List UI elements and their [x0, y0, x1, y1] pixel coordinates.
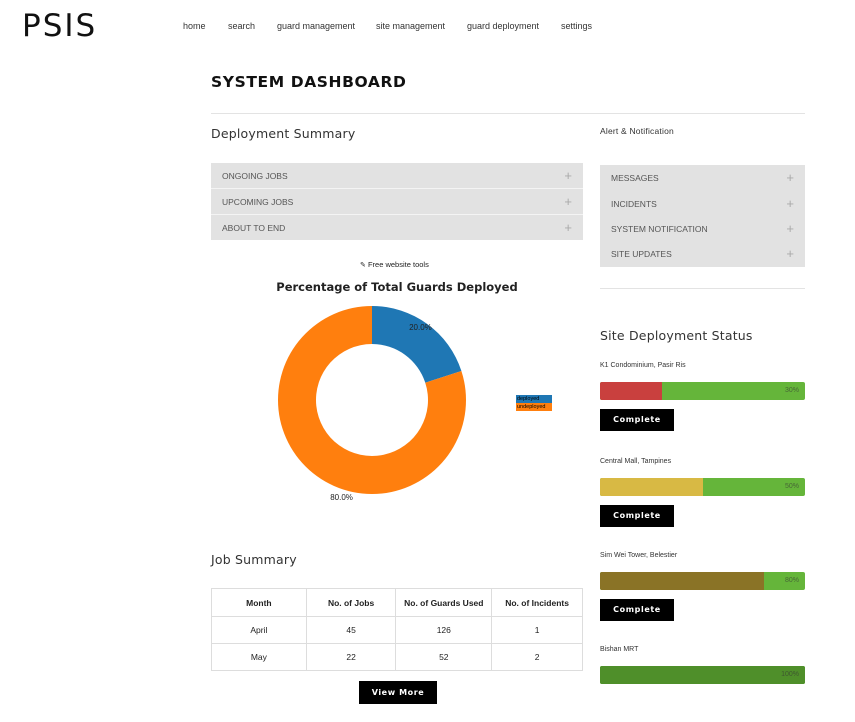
- table-cell: April: [211, 616, 307, 644]
- plus-icon: +: [786, 246, 794, 261]
- donut-slice-deployed: [372, 306, 462, 383]
- complete-button[interactable]: Complete: [600, 599, 674, 621]
- site-name: Sim Wei Tower, Belestier: [600, 552, 678, 559]
- progress-label: 50%: [784, 483, 799, 490]
- slice-value-label: 20.0%: [409, 323, 432, 332]
- site-progress-bar: 30%: [600, 382, 805, 400]
- progress-label: 100%: [781, 671, 799, 678]
- progress-label: 30%: [784, 387, 799, 394]
- nav-settings[interactable]: settings: [561, 21, 593, 31]
- table-cell: 126: [395, 616, 493, 644]
- accordion-label: ABOUT TO END: [222, 223, 286, 233]
- table-row: May 22 52 2: [211, 643, 583, 671]
- progress-fill: [600, 382, 662, 400]
- table-cell: 22: [305, 643, 397, 671]
- site-name: Bishan MRT: [600, 646, 639, 653]
- progress-fill: [600, 666, 805, 684]
- plus-icon: +: [786, 170, 794, 185]
- donut-slice-undeployed: [277, 306, 466, 494]
- table-cell: 52: [395, 643, 493, 671]
- alerts-accordion: MESSAGES + INCIDENTS + SYSTEM NOTIFICATI…: [600, 165, 805, 267]
- page-title: SYSTEM DASHBOARD: [211, 73, 407, 91]
- accordion-label: SYSTEM NOTIFICATION: [611, 224, 708, 234]
- view-more-button[interactable]: View More: [359, 681, 437, 704]
- site-name: Central Mall, Tampines: [600, 458, 672, 465]
- tools-icon: ✎: [360, 262, 366, 269]
- table-row: April 45 126 1: [211, 616, 583, 644]
- column-header: No. of Guards Used: [395, 588, 493, 617]
- title-divider: [211, 113, 805, 114]
- plus-icon: +: [564, 220, 572, 235]
- complete-button[interactable]: Complete: [600, 409, 674, 431]
- nav-search[interactable]: search: [228, 21, 256, 31]
- accordion-about-to-end[interactable]: ABOUT TO END +: [211, 215, 583, 240]
- deployment-summary-accordion: ONGOING JOBS + UPCOMING JOBS + ABOUT TO …: [211, 163, 583, 240]
- chart-legend: deployed undeployed: [516, 395, 552, 411]
- job-summary-title: Job Summary: [211, 552, 297, 567]
- accordion-system-notification[interactable]: SYSTEM NOTIFICATION +: [600, 216, 805, 241]
- table-cell: 2: [491, 643, 583, 671]
- column-header: No. of Jobs: [305, 588, 397, 617]
- progress-fill: [600, 572, 764, 590]
- divider: [211, 188, 583, 189]
- accordion-incidents[interactable]: INCIDENTS +: [600, 191, 805, 216]
- accordion-label: SITE UPDATES: [611, 249, 672, 259]
- job-summary-table: Month No. of Jobs No. of Guards Used No.…: [211, 588, 583, 671]
- site-progress-bar: 80%: [600, 572, 805, 590]
- accordion-site-updates[interactable]: SITE UPDATES +: [600, 241, 805, 266]
- legend-deployed: deployed: [516, 395, 552, 403]
- table-cell: 45: [305, 616, 397, 644]
- accordion-upcoming-jobs[interactable]: UPCOMING JOBS +: [211, 189, 583, 214]
- divider: [211, 214, 583, 215]
- legend-undeployed: undeployed: [516, 403, 552, 411]
- site-status-title: Site Deployment Status: [600, 328, 753, 343]
- nav-guard-deployment[interactable]: guard deployment: [467, 21, 540, 31]
- free-tools-link[interactable]: ✎ Free website tools: [360, 260, 429, 269]
- chart-title: Percentage of Total Guards Deployed: [276, 280, 518, 294]
- table-header-row: Month No. of Jobs No. of Guards Used No.…: [211, 588, 583, 617]
- progress-fill: [600, 478, 703, 496]
- progress-label: 80%: [784, 577, 799, 584]
- plus-icon: +: [786, 221, 794, 236]
- free-tools-label: Free website tools: [367, 260, 429, 269]
- alerts-divider: [600, 288, 805, 289]
- plus-icon: +: [564, 168, 572, 183]
- slice-value-label: 80.0%: [330, 493, 353, 500]
- nav-home[interactable]: home: [183, 21, 206, 31]
- accordion-label: MESSAGES: [611, 173, 659, 183]
- alerts-title: Alert & Notification: [600, 126, 674, 136]
- plus-icon: +: [786, 196, 794, 211]
- table-cell: May: [211, 643, 307, 671]
- accordion-ongoing-jobs[interactable]: ONGOING JOBS +: [211, 163, 583, 188]
- accordion-label: ONGOING JOBS: [222, 171, 288, 181]
- accordion-messages[interactable]: MESSAGES +: [600, 165, 805, 190]
- table-cell: 1: [491, 616, 583, 644]
- site-progress-bar: 50%: [600, 478, 805, 496]
- site-name: K1 Condominium, Pasir Ris: [600, 362, 686, 369]
- accordion-label: INCIDENTS: [611, 199, 657, 209]
- brand-logo[interactable]: PSIS: [22, 8, 98, 44]
- column-header: No. of Incidents: [491, 588, 583, 617]
- nav-site-management[interactable]: site management: [376, 21, 446, 31]
- column-header: Month: [211, 588, 307, 617]
- complete-button[interactable]: Complete: [600, 505, 674, 527]
- site-progress-bar: 100%: [600, 666, 805, 684]
- donut-chart: 20.0% 80.0%: [277, 306, 466, 500]
- deployment-summary-title: Deployment Summary: [211, 126, 356, 141]
- nav-guard-management[interactable]: guard management: [277, 21, 356, 31]
- accordion-label: UPCOMING JOBS: [222, 197, 294, 207]
- plus-icon: +: [564, 194, 572, 209]
